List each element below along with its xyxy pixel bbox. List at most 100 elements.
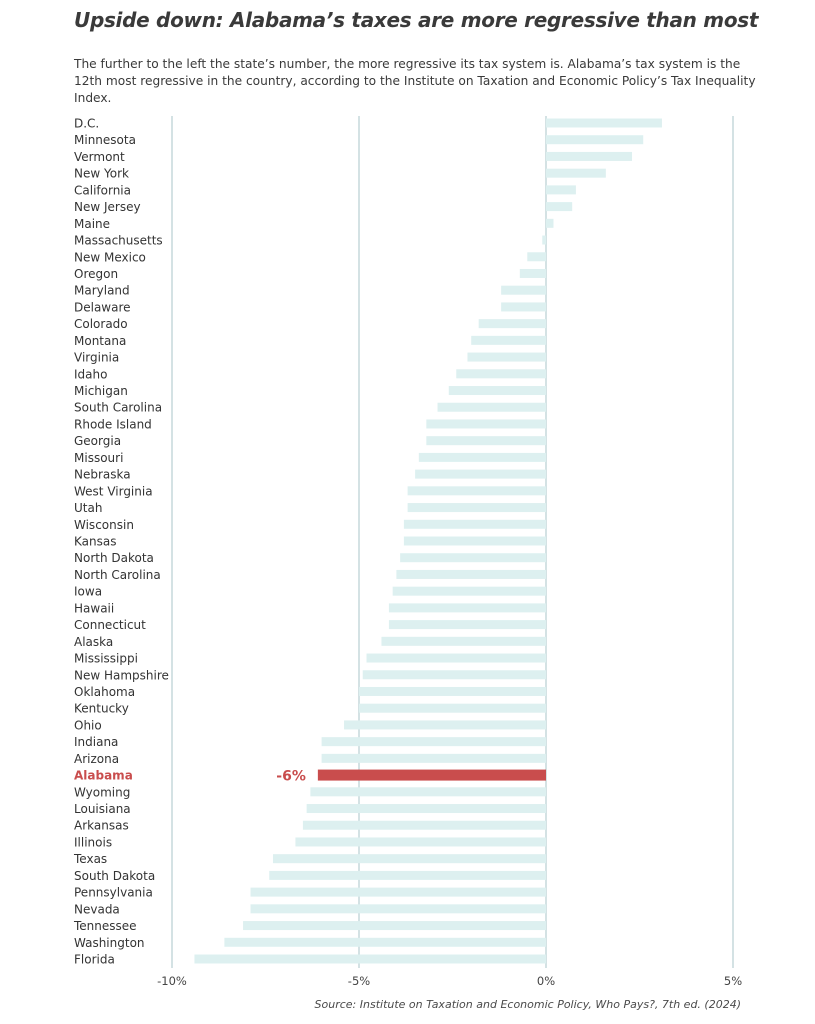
bar [546, 218, 554, 228]
bar [467, 352, 546, 362]
x-tick-labels: -10% -5% 0% 5% [157, 974, 742, 988]
source-suffix: , 7th ed. (2024) [654, 998, 741, 1011]
bar [396, 569, 546, 579]
bar [388, 603, 546, 613]
data-label: -6% [276, 769, 306, 785]
bar [272, 854, 546, 864]
bar [381, 636, 546, 646]
category-label: Rhode Island [74, 417, 152, 431]
category-label: Tennessee [73, 919, 137, 933]
category-label: California [74, 183, 131, 197]
bar [403, 519, 546, 529]
bar [388, 620, 546, 630]
bar [321, 753, 546, 763]
bar [403, 536, 546, 546]
bar [546, 168, 606, 178]
bar [362, 670, 546, 680]
category-label: Indiana [74, 735, 118, 749]
bar [546, 202, 573, 212]
category-label: Alabama [74, 769, 133, 783]
category-label: Arkansas [74, 819, 129, 833]
bar [295, 837, 546, 847]
bar [501, 285, 546, 295]
bar [306, 804, 546, 814]
bar [426, 436, 546, 446]
bar [344, 720, 546, 730]
bar-highlighted [317, 769, 546, 781]
category-label: Florida [74, 953, 115, 967]
category-label: Illinois [74, 835, 112, 849]
category-label: Iowa [74, 585, 102, 599]
x-tick-label: -5% [348, 974, 370, 988]
category-label: Connecticut [74, 618, 146, 632]
bar [407, 486, 546, 496]
category-label: Delaware [74, 300, 131, 314]
x-tick-label: 0% [537, 974, 555, 988]
category-label: Alaska [74, 635, 113, 649]
bar [310, 787, 546, 797]
category-label: Michigan [74, 384, 128, 398]
bar [392, 586, 546, 596]
category-label: Wisconsin [74, 518, 134, 532]
category-label: South Carolina [74, 401, 162, 415]
category-label: Oregon [74, 267, 118, 281]
category-label: Kentucky [74, 702, 129, 716]
category-label: Missouri [74, 451, 123, 465]
bar [366, 653, 546, 663]
category-label: Pennsylvania [74, 886, 153, 900]
category-label: North Dakota [74, 551, 154, 565]
category-label: Wyoming [74, 785, 130, 799]
category-label: Colorado [74, 317, 128, 331]
category-label: Massachusetts [74, 234, 163, 248]
category-label: Ohio [74, 718, 102, 732]
bar [243, 921, 546, 931]
category-label: Idaho [74, 367, 107, 381]
category-label: Vermont [74, 150, 125, 164]
category-label: Maine [74, 217, 110, 231]
bar [519, 268, 546, 278]
x-tick-label: 5% [724, 974, 742, 988]
bar [426, 419, 546, 429]
bar [224, 937, 547, 947]
bar [400, 553, 546, 563]
bar [250, 887, 547, 897]
category-label: Arizona [74, 752, 119, 766]
bar [359, 686, 546, 696]
category-label: West Virginia [74, 484, 153, 498]
category-label: Nevada [74, 902, 120, 916]
category-label: Washington [74, 936, 145, 950]
bar [415, 469, 546, 479]
category-label: New Mexico [74, 250, 146, 264]
bar [478, 319, 546, 329]
category-label: New Jersey [74, 200, 141, 214]
source-work-title: Who Pays? [595, 998, 655, 1011]
bar [418, 452, 546, 462]
bar [302, 820, 546, 830]
source-note: Source: Institute on Taxation and Econom… [315, 998, 741, 1011]
bar [471, 335, 546, 345]
bar [321, 737, 546, 747]
category-label: Kansas [74, 535, 116, 549]
chart-title: Upside down: Alabama’s taxes are more re… [74, 8, 759, 32]
bar [542, 235, 546, 245]
bar [456, 369, 546, 379]
category-label: South Dakota [74, 869, 155, 883]
bar [407, 503, 546, 513]
bar [546, 135, 644, 145]
bar [501, 302, 546, 312]
category-label: New York [74, 167, 129, 181]
chart-subtitle: The further to the left the state’s numb… [74, 57, 756, 105]
data-labels: -6% [276, 769, 306, 785]
category-label: D.C. [74, 117, 99, 131]
category-label: Virginia [74, 351, 119, 365]
category-label: North Carolina [74, 568, 161, 582]
category-label: Georgia [74, 434, 121, 448]
bar [250, 904, 547, 914]
bars [194, 118, 662, 964]
category-label: Montana [74, 334, 126, 348]
category-label: Nebraska [74, 468, 131, 482]
category-label: Texas [73, 852, 107, 866]
bar [194, 954, 546, 964]
category-label: Maryland [74, 284, 130, 298]
category-label: Oklahoma [74, 685, 135, 699]
